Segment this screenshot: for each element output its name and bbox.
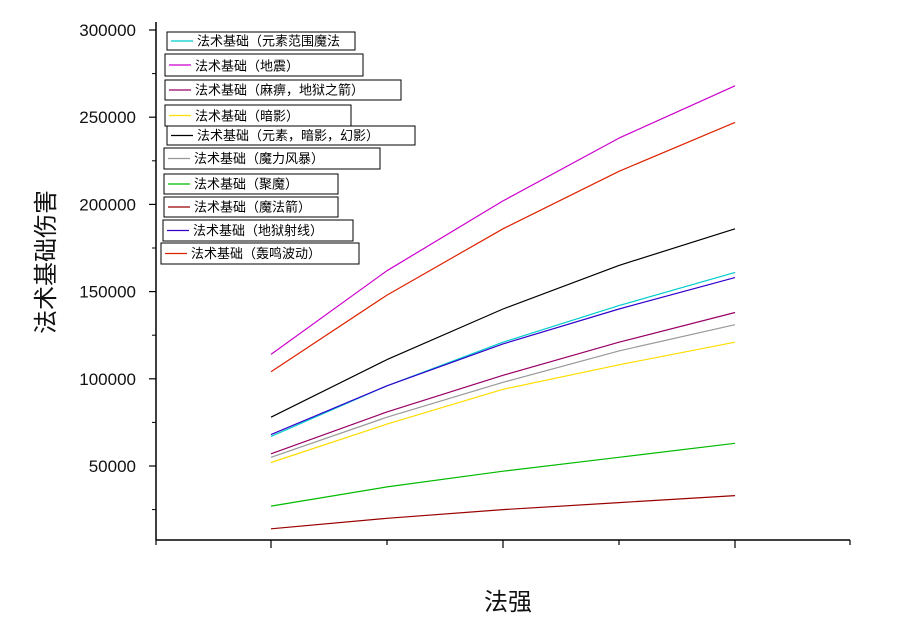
series-line [270, 277, 736, 436]
legend-label: 法术基础（魔力风暴） [194, 152, 324, 167]
legend-label: 法术基础（聚魔） [194, 178, 298, 193]
legend-item: 法术基础（元素范围魔法 [166, 31, 356, 51]
legend-item: 法术基础（魔力风暴） [163, 147, 381, 170]
legend-box [166, 31, 356, 51]
y-tick-label: 100000 [79, 370, 136, 389]
legend-box [166, 125, 416, 146]
series-line [270, 228, 736, 418]
y-tick-label: 250000 [79, 108, 136, 127]
legend-label: 法术基础（元素，暗影，幻影） [197, 129, 379, 144]
y-axis-title: 法术基础伤害 [32, 190, 60, 334]
legend-box [163, 196, 339, 218]
legend-item: 法术基础（麻痹，地狱之箭） [164, 79, 402, 101]
legend-label: 法术基础（暗影） [195, 110, 299, 125]
series-line [270, 442, 736, 507]
legend-label: 法术基础（魔法箭） [194, 200, 311, 216]
x-axis-title: 法强 [484, 588, 532, 616]
series-line [270, 311, 736, 455]
series-line [270, 85, 736, 355]
y-tick-label: 150000 [79, 283, 136, 302]
legend-item: 法术基础（聚魔） [163, 173, 339, 195]
legend-box [162, 219, 354, 242]
axes: 50000 100000 150000 200000 250000 300000 [79, 21, 851, 548]
legend-box [163, 147, 381, 170]
legend-item: 法术基础（元素，暗影，幻影） [166, 125, 416, 146]
y-tick-label: 50000 [89, 457, 136, 476]
legend-item: 法术基础（魔法箭） [163, 196, 339, 218]
series-line [270, 324, 736, 458]
y-tick-label: 300000 [79, 21, 136, 40]
legend-item: 法术基础（地震） [164, 53, 364, 77]
legend-label: 法术基础（地震） [195, 59, 299, 74]
legend-label: 法术基础（地狱射线） [193, 223, 323, 239]
series-layer [270, 85, 736, 530]
legend-box [164, 79, 402, 101]
series-line [270, 495, 736, 530]
legend-item: 法术基础（轰鸣波动） [160, 242, 360, 265]
legend-box [160, 242, 360, 265]
legend-label: 法术基础（轰鸣波动） [191, 246, 321, 262]
series-line [270, 341, 736, 464]
legend-label: 法术基础（麻痹，地狱之箭） [195, 83, 364, 99]
legend-item: 法术基础（地狱射线） [162, 219, 354, 242]
legend-box [163, 173, 339, 195]
series-line [270, 121, 736, 373]
legend-box [164, 53, 364, 77]
legend-label: 法术基础（元素范围魔法 [197, 34, 340, 49]
legend-item: 法术基础（暗影） [164, 104, 352, 127]
y-tick-label: 200000 [79, 195, 136, 214]
